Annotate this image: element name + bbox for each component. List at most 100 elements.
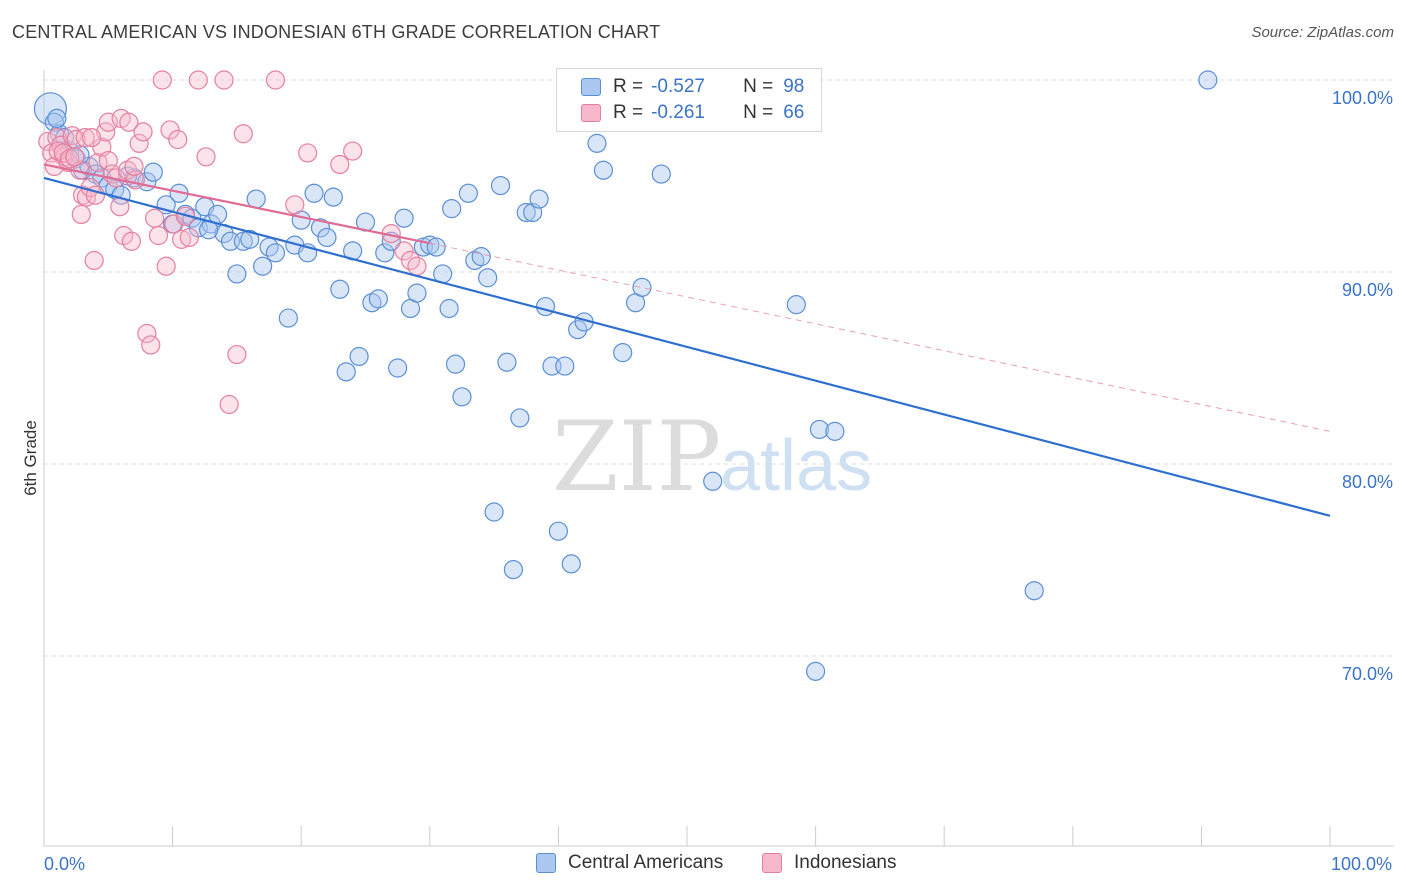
x-tick-label-max: 100.0% (1331, 854, 1392, 874)
y-tick-label: 80.0% (1342, 472, 1393, 492)
legend-n-label: N = (743, 102, 774, 123)
point-central-americans (484, 502, 504, 522)
point-indonesians (233, 124, 253, 144)
axes (43, 70, 1394, 847)
point-indonesians (330, 154, 350, 175)
legend-n-label: N = (743, 76, 774, 97)
point-central-americans (593, 160, 614, 180)
point-central-americans (478, 268, 498, 288)
bottom-legend-swatch-central-americans (536, 853, 556, 873)
point-indonesians (71, 204, 91, 224)
point-indonesians (164, 214, 184, 234)
point-indonesians (124, 156, 144, 176)
watermark-atlas: atlas (720, 426, 872, 506)
point-central-americans (1198, 70, 1218, 90)
point-central-americans (278, 308, 298, 328)
bottom-legend-central-americans[interactable]: Central Americans (536, 852, 723, 874)
trend-lines (43, 163, 1331, 517)
point-central-americans (568, 320, 588, 340)
point-central-americans (510, 408, 530, 428)
point-central-americans (490, 176, 511, 196)
point-central-americans (703, 471, 723, 491)
point-indonesians (75, 128, 95, 148)
point-central-americans (336, 362, 356, 382)
point-central-americans (323, 187, 343, 207)
source-credit: Source: ZipAtlas.com (1251, 24, 1394, 41)
point-central-americans (587, 133, 607, 153)
point-central-americans (310, 218, 331, 238)
point-indonesians (343, 141, 363, 161)
watermark-zip: ZIP (552, 401, 721, 513)
point-indonesians (152, 70, 172, 90)
point-indonesians (214, 70, 234, 90)
point-central-americans (516, 202, 536, 223)
legend-r-label: R = (613, 76, 644, 97)
point-indonesians (137, 323, 157, 344)
point-indonesians (265, 70, 286, 90)
point-central-americans (809, 419, 830, 440)
legend-row-indonesians: R = -0.261 N = 66 (557, 100, 804, 126)
point-central-americans (47, 108, 67, 129)
point-indonesians (114, 225, 134, 246)
x-tick-label-min: 0.0% (44, 854, 85, 874)
point-central-americans (426, 237, 446, 257)
point-central-americans (1024, 581, 1044, 601)
point-indonesians (172, 229, 192, 249)
point-central-americans (535, 296, 556, 317)
point-indonesians (160, 120, 180, 140)
bottom-legend-indonesians[interactable]: Indonesians (762, 852, 896, 874)
point-central-americans (458, 183, 478, 203)
point-central-americans (240, 229, 260, 249)
point-indonesians (133, 122, 153, 142)
point-indonesians (81, 128, 102, 148)
point-central-americans (439, 298, 459, 319)
legend-r-value: -0.527 (651, 76, 705, 97)
bottom-legend-label-central-americans: Central Americans (568, 852, 724, 873)
point-central-americans (471, 247, 491, 267)
point-indonesians (121, 231, 142, 251)
bottom-legend-label-indonesians: Indonesians (794, 852, 897, 873)
point-central-americans (143, 162, 163, 182)
point-indonesians (219, 394, 239, 415)
point-central-americans (394, 208, 414, 228)
y-tick-labels: 100.0% 90.0% 80.0% 70.0% (1332, 88, 1393, 684)
point-central-americans (497, 352, 517, 372)
y-axis-title: 6th Grade (21, 420, 40, 496)
point-central-americans (651, 164, 671, 184)
point-central-americans (529, 189, 549, 209)
point-central-americans (349, 346, 369, 367)
legend-row-central-americans: R = -0.527 N = 98 (557, 74, 804, 100)
point-central-americans (407, 283, 427, 303)
point-central-americans (786, 295, 806, 315)
point-indonesians (227, 344, 247, 365)
point-central-americans (805, 661, 826, 681)
point-indonesians (394, 241, 414, 261)
x-tick-marks (43, 826, 1331, 846)
y-tick-label: 70.0% (1342, 664, 1393, 684)
point-indonesians (179, 227, 199, 248)
point-central-americans (253, 256, 273, 276)
legend-n-value: 98 (783, 76, 805, 97)
data-points (33, 70, 1218, 681)
point-indonesians (119, 112, 139, 132)
point-indonesians (129, 133, 149, 153)
point-central-americans (825, 421, 845, 441)
point-indonesians (188, 70, 208, 90)
legend-r-value: -0.261 (651, 102, 705, 123)
point-indonesians (156, 256, 176, 276)
trend-line-indonesians (43, 163, 431, 245)
point-indonesians (144, 208, 165, 228)
point-central-americans (548, 521, 569, 541)
point-central-americans (442, 199, 462, 219)
point-central-americans (613, 343, 633, 363)
y-tick-label: 90.0% (1342, 280, 1393, 300)
point-central-americans (227, 264, 247, 284)
point-indonesians (148, 225, 169, 246)
point-indonesians (285, 195, 305, 215)
point-central-americans (445, 354, 466, 374)
point-indonesians (141, 335, 161, 355)
point-indonesians (168, 129, 188, 150)
point-central-americans (330, 279, 350, 299)
point-central-americans (503, 559, 523, 580)
chart-title: CENTRAL AMERICAN VS INDONESIAN 6TH GRADE… (12, 22, 661, 42)
